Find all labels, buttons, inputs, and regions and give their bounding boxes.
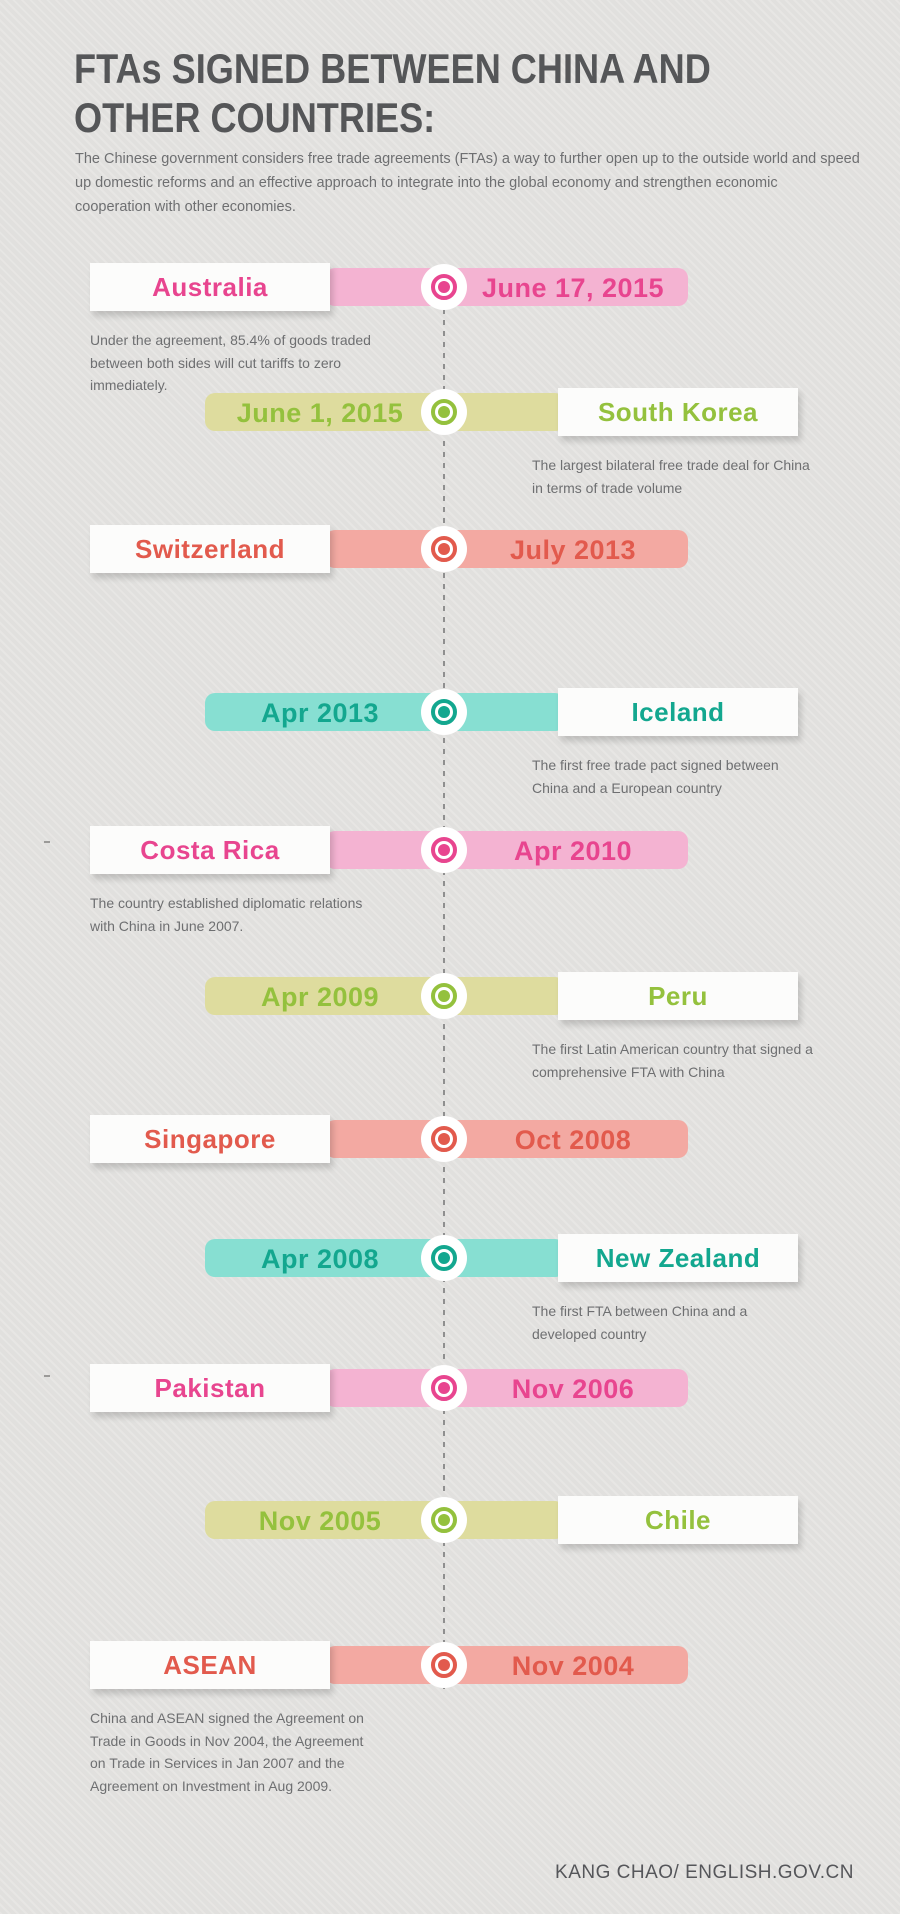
marker-dot [438, 844, 450, 856]
country-label: Australia [152, 271, 268, 302]
marker-dot [438, 406, 450, 418]
date-label: July 2013 [509, 535, 637, 565]
marker-dot [438, 1252, 450, 1264]
entry-description: China and ASEAN signed the Agreement on … [90, 1710, 364, 1795]
country-label: Singapore [144, 1123, 276, 1154]
marker-ring [431, 399, 457, 425]
date-label: Nov 2004 [511, 1651, 635, 1681]
country-label: New Zealand [595, 1242, 761, 1273]
marker-bubble [421, 1116, 467, 1162]
entry-description: The first free trade pact signed between… [532, 757, 779, 796]
date-label: Nov 2005 [258, 1506, 382, 1536]
marker-ring [431, 837, 457, 863]
country-card: Switzerland [90, 525, 330, 573]
date-label: Apr 2008 [260, 1244, 380, 1274]
marker-bubble [421, 389, 467, 435]
marker-dot [438, 1382, 450, 1394]
marker-dot [438, 706, 450, 718]
country-card: Iceland [558, 688, 798, 736]
date-bar [325, 1369, 688, 1407]
date-bar [205, 693, 565, 731]
country-card: Costa Rica [90, 826, 330, 874]
country-card: New Zealand [558, 1234, 798, 1282]
country-card: Australia [90, 263, 330, 311]
intro-paragraph: The Chinese government considers free tr… [75, 151, 860, 215]
marker-bubble [421, 1497, 467, 1543]
date-label: June 17, 2015 [481, 273, 665, 303]
country-card: ASEAN [90, 1641, 330, 1689]
date-bar [325, 1120, 688, 1158]
marker-ring [431, 983, 457, 1009]
country-label: Pakistan [154, 1372, 266, 1403]
marker-bubble [421, 264, 467, 310]
marker-bubble [421, 1365, 467, 1411]
date-label: Apr 2010 [513, 836, 633, 866]
date-bar [205, 977, 565, 1015]
marker-bubble [421, 689, 467, 735]
marker-ring [431, 1126, 457, 1152]
marker-ring [431, 699, 457, 725]
marker-dot [438, 543, 450, 555]
country-card: Pakistan [90, 1364, 330, 1412]
country-label: Switzerland [135, 533, 285, 564]
marker-ring [431, 536, 457, 562]
entry-description: Under the agreement, 85.4% of goods trad… [90, 332, 371, 394]
marker-bubble [421, 1642, 467, 1688]
marker-bubble [421, 827, 467, 873]
entry-description: The largest bilateral free trade deal fo… [532, 457, 810, 496]
marker-ring [431, 1375, 457, 1401]
marker-ring [431, 1652, 457, 1678]
marker-dot [438, 990, 450, 1002]
marker-dot [438, 281, 450, 293]
date-bar [325, 530, 688, 568]
country-card: Peru [558, 972, 798, 1020]
date-label: Oct 2008 [514, 1125, 632, 1155]
country-card: South Korea [558, 388, 798, 436]
date-bar [205, 1501, 565, 1539]
date-label: Apr 2009 [260, 982, 380, 1012]
date-bar [205, 393, 565, 431]
page-title: FTAs SIGNED BETWEEN CHINA AND OTHER COUN… [74, 45, 711, 142]
date-label: June 1, 2015 [236, 398, 404, 428]
country-label: Iceland [631, 696, 725, 727]
marker-bubble [421, 526, 467, 572]
marker-bubble [421, 1235, 467, 1281]
date-bar [325, 1646, 688, 1684]
entry-description: The first Latin American country that si… [532, 1041, 813, 1080]
country-label: Costa Rica [140, 834, 280, 865]
marker-ring [431, 274, 457, 300]
date-bar [205, 1239, 565, 1277]
marker-dot [438, 1133, 450, 1145]
credit-line: KANG CHAO/ ENGLISH.GOV.CN [555, 1862, 854, 1883]
marker-ring [431, 1245, 457, 1271]
stray-dash-mark [44, 1375, 50, 1377]
country-label: ASEAN [163, 1649, 257, 1680]
entry-description: The country established diplomatic relat… [90, 895, 363, 934]
country-label: South Korea [597, 396, 759, 427]
stray-dash-mark [44, 841, 50, 843]
country-card: Singapore [90, 1115, 330, 1163]
country-label: Chile [644, 1504, 712, 1535]
date-bar [325, 831, 688, 869]
marker-dot [438, 1659, 450, 1671]
date-label: Nov 2006 [511, 1374, 635, 1404]
date-bar [325, 268, 688, 306]
country-label: Peru [648, 980, 708, 1011]
marker-dot [438, 1514, 450, 1526]
country-card: Chile [558, 1496, 798, 1544]
marker-bubble [421, 973, 467, 1019]
marker-ring [431, 1507, 457, 1533]
date-label: Apr 2013 [260, 698, 380, 728]
entry-description: The first FTA between China and a develo… [532, 1303, 748, 1342]
